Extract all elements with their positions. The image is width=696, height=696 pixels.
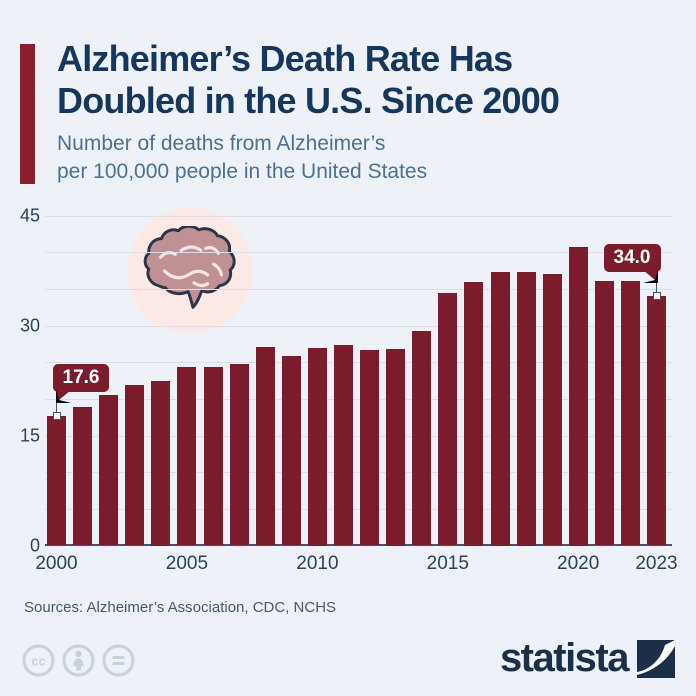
bar-2007: [229, 363, 249, 546]
bar-2006: [203, 367, 223, 546]
callout-marker-17.6: [52, 412, 61, 421]
attribution-icon[interactable]: [62, 644, 95, 677]
statista-logo[interactable]: statista: [500, 638, 675, 678]
x-axis-label-2020: 2020: [557, 553, 600, 574]
svg-text:cc: cc: [32, 655, 46, 669]
sources-text: Sources: Alzheimer’s Association, CDC, N…: [24, 599, 337, 616]
bar-2019: [542, 274, 562, 546]
y-axis-label-0: 0: [29, 535, 40, 555]
bar-2010: [307, 347, 327, 546]
gridline-10: [45, 472, 672, 474]
x-axis-label-2015: 2015: [426, 553, 469, 574]
gridline-20: [45, 398, 672, 400]
bar-2011: [334, 345, 353, 546]
value-label-17.6: 17.6: [52, 364, 110, 393]
y-axis-label-45: 45: [19, 205, 40, 225]
bar-2020: [568, 247, 588, 546]
subtitle-line-1: Number of deaths from Alzheimer’s: [57, 132, 386, 155]
gridline-25: [45, 362, 672, 364]
page-title: Alzheimer’s Death Rate Has Doubled in the…: [57, 38, 560, 122]
callout-tail-17.6: [55, 390, 71, 404]
bar-2015: [438, 293, 458, 546]
brain-icon-background: [127, 208, 253, 334]
bar-2017: [490, 272, 510, 546]
bar-2014: [412, 330, 432, 546]
bar-2018: [516, 272, 536, 546]
bar-2022: [620, 280, 640, 546]
statista-logo-mark: [637, 640, 675, 678]
chart-subtitle: Number of deaths from Alzheimer’s per 100…: [57, 130, 427, 186]
y-axis-label-15: 15: [19, 425, 40, 445]
title-line-2: Doubled in the U.S. Since 2000: [57, 80, 560, 121]
bar-2013: [386, 349, 406, 546]
title-accent-bar: [20, 44, 35, 184]
gridline-30: [45, 325, 672, 327]
bar-2003: [125, 384, 145, 546]
bar-2000: [47, 416, 66, 546]
callout-connector-17.6: [55, 394, 58, 413]
gridline-40: [45, 252, 672, 254]
callout-marker-34.0: [652, 292, 661, 301]
title-line-1: Alzheimer’s Death Rate Has: [57, 38, 513, 79]
bar-2016: [464, 281, 484, 546]
gridline-45: [45, 215, 672, 217]
bar-2023: [647, 296, 666, 546]
x-axis-label-2023: 2023: [635, 553, 678, 574]
y-axis-label-30: 30: [19, 315, 40, 335]
bar-2021: [594, 280, 614, 546]
callout-tail-34.0: [642, 270, 658, 284]
bar-2004: [151, 380, 171, 546]
bar-2012: [360, 350, 379, 546]
equal-sign-icon[interactable]: [102, 644, 135, 677]
bar-2009: [281, 355, 301, 546]
subtitle-line-2: per 100,000 people in the United States: [57, 160, 428, 183]
gridline-15: [45, 435, 672, 437]
x-axis-label-2005: 2005: [165, 553, 209, 574]
bar-2008: [255, 346, 275, 546]
bar-2002: [99, 395, 119, 546]
statista-logo-text: statista: [499, 636, 630, 680]
cc-icon[interactable]: cc: [22, 644, 55, 677]
gridline-5: [45, 508, 672, 510]
bar-2001: [73, 406, 93, 546]
x-axis-label-2000: 2000: [35, 553, 78, 574]
brain-icon: [143, 226, 236, 309]
bar-2005: [177, 367, 197, 546]
gridline-35: [45, 288, 672, 290]
value-label-34.0: 34.0: [603, 244, 661, 273]
license-icons: cc: [22, 644, 135, 677]
x-axis-label-2010: 2010: [296, 553, 339, 574]
x-axis-line: [45, 544, 672, 546]
